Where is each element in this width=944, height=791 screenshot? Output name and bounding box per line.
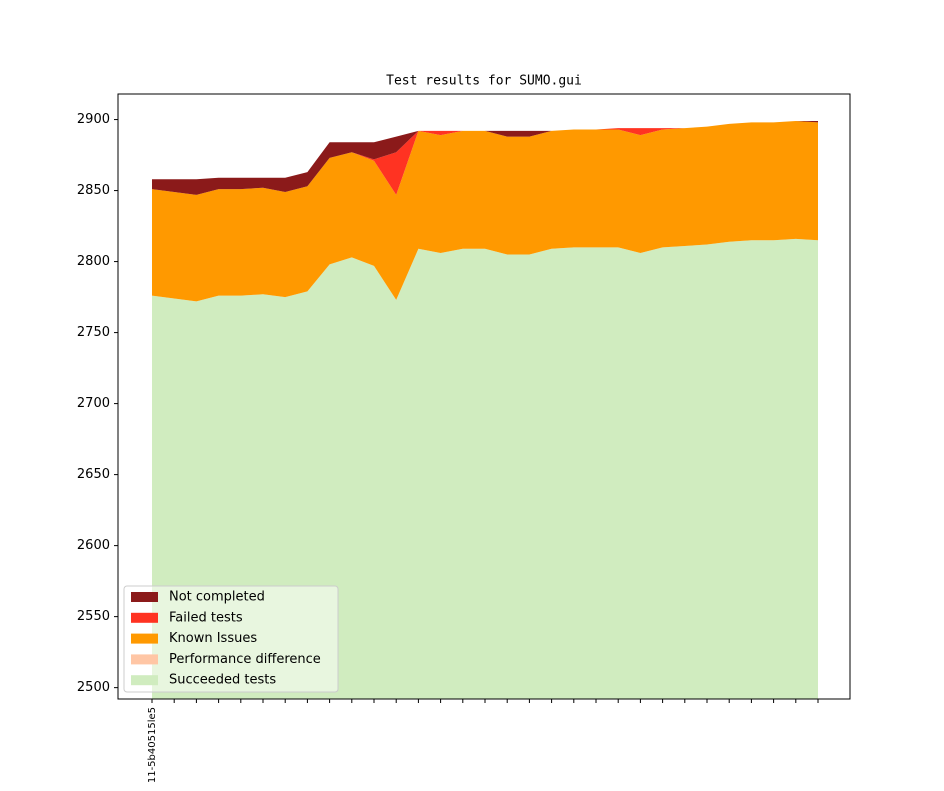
y-tick-label: 2600 — [77, 538, 110, 553]
y-tick-label: 2850 — [77, 183, 110, 198]
y-tick-label: 2800 — [77, 254, 110, 269]
legend-label: Failed tests — [169, 610, 243, 625]
legend-label: Not completed — [169, 590, 265, 605]
legend-swatch — [131, 633, 158, 644]
legend-swatch — [131, 592, 158, 602]
legend-label: Performance difference — [169, 652, 321, 667]
legend-swatch — [131, 612, 158, 623]
plot-frame — [117, 93, 851, 700]
y-tick-label: 2900 — [77, 112, 110, 127]
y-tick-label: 2750 — [77, 325, 110, 340]
y-tick-label: 2700 — [77, 396, 110, 411]
legend: Not completed Failed tests Known Issues Per… — [123, 585, 339, 693]
area — [152, 120, 818, 302]
legend-label: Known Issues — [169, 631, 257, 646]
chart-title: Test results for SUMO.gui — [386, 74, 582, 89]
area — [152, 238, 818, 699]
x-tick-label: 11-5b40515le5 — [147, 707, 158, 783]
y-tick-label: 2550 — [77, 609, 110, 624]
legend-box — [123, 585, 339, 693]
y-tick-label: 2500 — [77, 680, 110, 695]
legend-swatch — [131, 654, 158, 665]
legend-label: Succeeded tests — [169, 673, 276, 688]
y-tick-label: 2650 — [77, 467, 110, 482]
area — [152, 120, 818, 195]
legend-swatch — [131, 675, 158, 686]
